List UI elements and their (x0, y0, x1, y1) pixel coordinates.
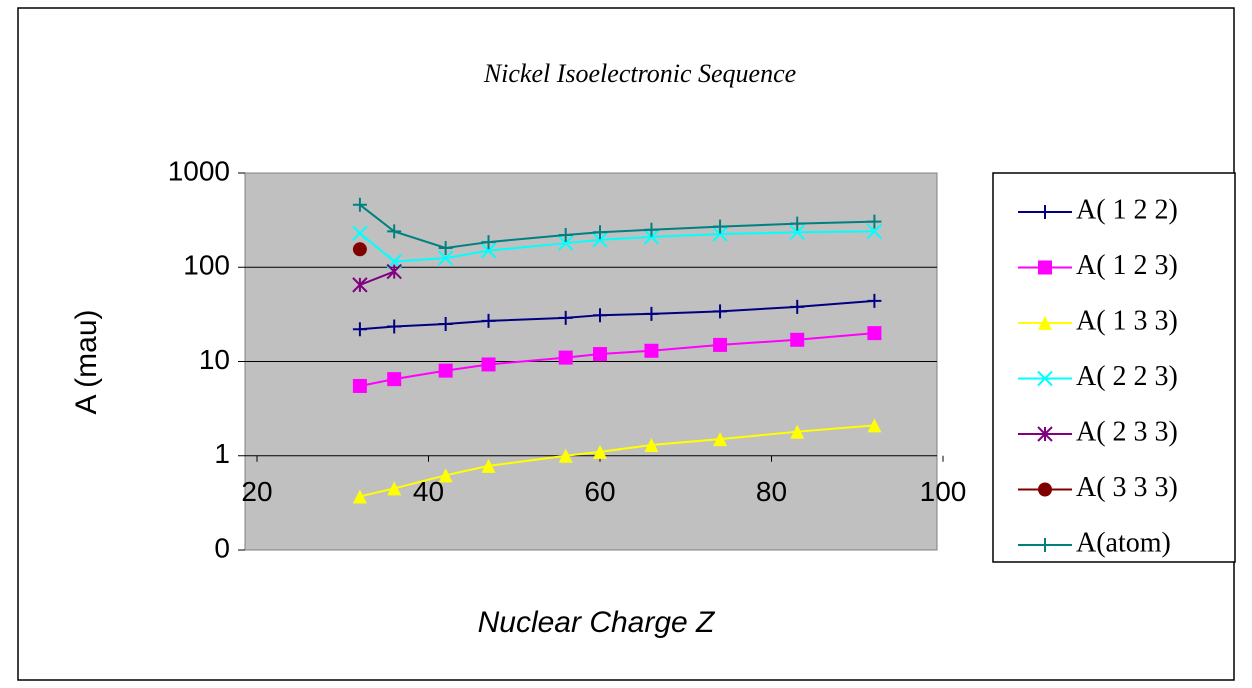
marker (713, 432, 728, 447)
legend-label: A( 1 3 3) (1076, 305, 1178, 336)
y-tick-label: 10 (199, 344, 230, 375)
marker (387, 224, 402, 239)
marker (480, 242, 497, 259)
x-tick-label: 40 (413, 476, 444, 507)
marker (438, 363, 453, 378)
marker (644, 438, 659, 453)
marker (866, 223, 883, 240)
legend-label: A( 2 3 3) (1076, 416, 1178, 447)
marker (438, 316, 453, 331)
marker (352, 489, 367, 504)
series-line (359, 299, 875, 331)
y-tick-label: 1 (214, 438, 230, 469)
legend-marker (1038, 482, 1052, 497)
series-line (359, 332, 875, 387)
marker (790, 216, 805, 231)
legend-box (992, 172, 1236, 563)
marker (558, 310, 573, 325)
marker (713, 304, 728, 319)
marker (867, 293, 882, 308)
marker (438, 241, 453, 256)
marker (387, 319, 402, 334)
marker (557, 235, 574, 251)
marker (352, 197, 367, 212)
marker (481, 313, 496, 328)
series-line (359, 270, 395, 286)
series-line (359, 230, 875, 263)
legend-marker (1038, 538, 1052, 552)
legend-label: A( 1 2 3) (1076, 250, 1178, 281)
marker (352, 225, 368, 241)
chart-title: Nickel Isoelectronic Sequence (483, 59, 796, 88)
marker (867, 326, 882, 341)
y-axis-label: A (mau) (70, 309, 103, 414)
legend-label: A( 1 2 2) (1076, 194, 1178, 225)
marker (644, 343, 659, 358)
marker (790, 332, 805, 347)
y-tick-label: 100 (183, 250, 230, 281)
marker (481, 357, 496, 372)
legend-marker (1038, 316, 1052, 330)
series-line (359, 424, 875, 498)
marker (386, 263, 402, 280)
marker (644, 222, 659, 237)
legend-label: A( 3 3 3) (1076, 472, 1178, 503)
marker (437, 250, 454, 266)
marker (790, 424, 805, 439)
legend-label: A( 2 2 3) (1076, 361, 1178, 392)
marker (593, 444, 607, 459)
y-tick-label: 0 (214, 532, 230, 563)
marker (593, 225, 607, 240)
x-tick-label: 20 (241, 476, 272, 507)
marker (558, 227, 573, 242)
marker (867, 214, 882, 229)
marker (713, 219, 728, 234)
x-tick-label: 80 (756, 476, 787, 507)
marker (558, 448, 573, 463)
marker (438, 468, 453, 483)
marker (352, 277, 368, 293)
x-tick-label: 100 (920, 476, 967, 507)
marker (712, 226, 728, 242)
marker (352, 378, 367, 393)
legend-marker (1037, 426, 1053, 442)
marker (352, 242, 367, 257)
marker (481, 235, 496, 250)
marker (593, 308, 607, 323)
marker (592, 232, 608, 248)
legend-marker (1038, 260, 1052, 275)
legend-label: A(atom) (1076, 527, 1171, 558)
y-tick-label: 1000 (168, 155, 230, 186)
marker (481, 458, 496, 473)
marker (387, 372, 402, 387)
series-line (359, 203, 875, 250)
marker (713, 337, 728, 352)
marker (790, 299, 805, 314)
marker (558, 350, 573, 365)
marker (644, 306, 659, 321)
marker (387, 481, 402, 496)
legend-marker (1037, 370, 1053, 387)
marker (352, 322, 367, 337)
marker (789, 224, 805, 240)
marker (643, 229, 660, 245)
legend-marker (1038, 205, 1052, 219)
marker (593, 347, 607, 362)
x-axis-label: Nuclear Charge Z (478, 606, 716, 639)
marker (867, 418, 882, 433)
x-tick-label: 60 (584, 476, 615, 507)
